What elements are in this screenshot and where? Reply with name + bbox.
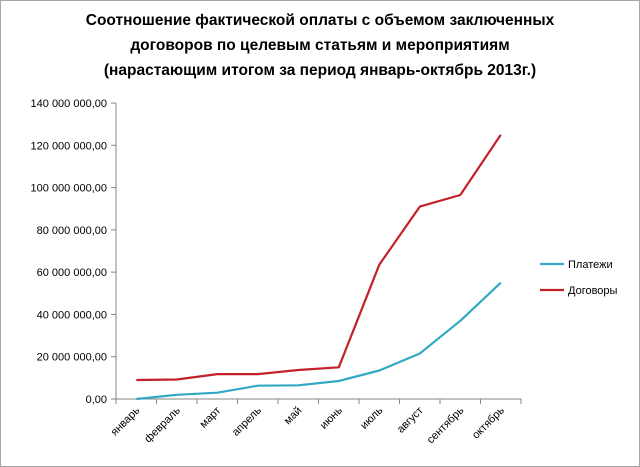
series-line <box>136 281 502 401</box>
chart-title-line-2: договоров по целевым статьям и мероприят… <box>130 37 510 54</box>
x-tick-label: октябрь <box>470 404 507 441</box>
x-tick-label: январь <box>109 404 143 438</box>
y-tick-label: 20 000 000,00 <box>37 352 107 364</box>
x-tick-label: март <box>197 405 223 431</box>
y-tick-label: 140 000 000,00 <box>31 98 107 110</box>
y-tick-label: 80 000 000,00 <box>37 225 107 237</box>
x-tick-label: февраль <box>142 404 183 445</box>
series-line <box>136 134 502 382</box>
x-tick-label: май <box>282 405 305 428</box>
legend-label: Договоры <box>568 285 618 297</box>
y-tick-label: 0,00 <box>86 394 107 406</box>
y-tick-label: 120 000 000,00 <box>31 140 107 152</box>
series-lines <box>136 134 502 401</box>
y-tick-label: 40 000 000,00 <box>37 309 107 321</box>
chart-axes <box>115 103 521 400</box>
x-tick-label: апрель <box>230 404 264 438</box>
y-tick-label: 100 000 000,00 <box>31 183 107 195</box>
chart-title-line-1: Соотношение фактической оплаты с объемом… <box>85 12 555 29</box>
x-tick-label: июль <box>358 404 385 431</box>
y-tick-label: 60 000 000,00 <box>37 267 107 279</box>
x-tick-label: сентябрь <box>425 404 467 446</box>
x-tick-label: июнь <box>318 404 345 431</box>
x-tick-label: август <box>395 405 426 436</box>
y-axis-ticks: 0,00 20 000 000,00 40 000 000,00 60 000 000… <box>31 98 116 406</box>
chart-title-line-3: (нарастающим итогом за период январь-окт… <box>103 62 537 79</box>
chart-legend: Платежи Договоры <box>540 259 618 297</box>
x-axis-ticks: январь февраль март апрель май июнь июль август… <box>109 399 522 446</box>
legend-label: Платежи <box>568 259 613 271</box>
